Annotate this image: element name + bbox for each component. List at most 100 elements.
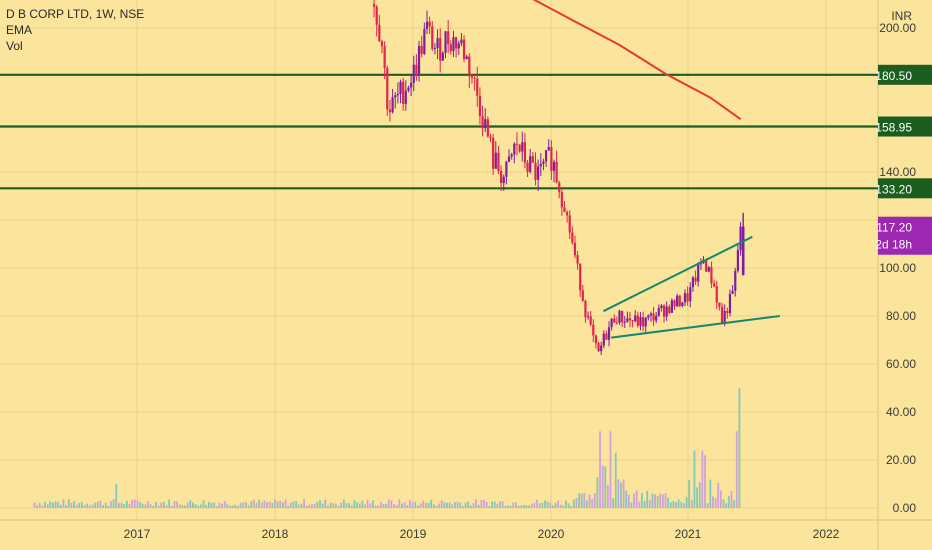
y-tick-label: 60.00 — [886, 357, 916, 371]
volume-bar — [334, 503, 337, 508]
candle-body — [734, 270, 737, 291]
candle-body — [505, 161, 508, 177]
volume-bar — [672, 500, 675, 508]
volume-bar — [651, 493, 654, 508]
volume-bar — [128, 504, 131, 508]
candle-body — [499, 171, 503, 184]
volume-bar — [274, 499, 276, 508]
level-price-tag-label: 158.95 — [875, 121, 912, 135]
volume-bar — [504, 505, 507, 508]
candle-body — [542, 161, 545, 164]
volume-bar — [406, 505, 409, 508]
volume-bar — [194, 504, 197, 508]
candle-body — [383, 46, 386, 68]
candle-body — [539, 163, 542, 167]
volume-bar — [609, 431, 612, 508]
candle-body — [420, 45, 423, 54]
volume-tick-label: 0.00 — [893, 501, 917, 515]
level-price-tag — [878, 178, 932, 199]
volume-bar — [218, 502, 221, 508]
volume-bar — [49, 501, 52, 508]
candle-body — [641, 317, 645, 327]
volume-bar — [530, 503, 533, 508]
volume-tick-label: 20.00 — [886, 453, 916, 467]
volume-bar — [81, 502, 83, 508]
volume-bar — [704, 455, 706, 508]
candle-body — [565, 211, 569, 216]
volume-bar — [717, 482, 720, 508]
candle-body — [655, 315, 658, 321]
volume-bar — [546, 501, 549, 508]
volume-bar — [580, 493, 583, 508]
volume-bar — [464, 502, 467, 508]
candle-body — [581, 290, 584, 301]
x-tick-label: 2021 — [675, 527, 702, 541]
candle-body — [447, 31, 450, 45]
ema-indicator-label[interactable]: EMA — [6, 23, 33, 37]
volume-bar — [102, 505, 104, 508]
volume-tick-label: 40.00 — [886, 405, 916, 419]
level-price-tag — [878, 116, 932, 137]
y-tick-label: 140.00 — [879, 165, 916, 179]
volume-bar — [207, 501, 210, 508]
volume-bar — [186, 502, 189, 508]
candle-body — [415, 64, 418, 75]
volume-bar — [284, 499, 287, 508]
volume-bar — [385, 503, 388, 508]
volume-bar — [403, 502, 406, 508]
x-tick-label: 2019 — [400, 527, 427, 541]
volume-bar — [54, 501, 57, 508]
volume-bar — [358, 503, 361, 508]
volume-bar — [477, 504, 480, 508]
volume-bar — [271, 502, 274, 508]
volume-bar — [448, 502, 451, 508]
volume-bar — [643, 500, 646, 508]
volume-bar — [667, 497, 670, 508]
volume-bar — [509, 505, 512, 508]
volume-bar — [205, 504, 208, 508]
volume-bar — [70, 503, 73, 508]
candle-body — [647, 315, 650, 318]
candle-body — [468, 56, 471, 77]
candle-body — [476, 78, 479, 96]
candle-body — [639, 317, 642, 326]
candle-body — [444, 31, 447, 53]
volume-bar — [215, 506, 218, 508]
volume-indicator-label[interactable]: Vol — [6, 39, 23, 53]
candle-body — [452, 37, 455, 52]
candle-body — [552, 161, 556, 171]
candle-body — [673, 300, 676, 307]
candle-body — [686, 293, 689, 302]
candle-body — [605, 333, 608, 340]
volume-bar — [350, 505, 353, 508]
volume-bar — [160, 502, 163, 508]
volume-bar — [427, 502, 430, 508]
candle-body — [720, 306, 724, 323]
volume-bar — [181, 504, 184, 508]
volume-bar — [417, 505, 419, 508]
volume-bar — [722, 499, 725, 508]
candle-body — [388, 109, 392, 113]
symbol-title[interactable]: D B CORP LTD, 1W, NSE — [6, 7, 145, 21]
volume-bar — [62, 499, 65, 508]
volume-bar — [242, 502, 245, 508]
volume-bar — [648, 499, 651, 508]
candle-body — [644, 317, 647, 327]
volume-bar — [557, 500, 560, 508]
candle-body — [689, 287, 692, 302]
candle-body — [707, 267, 710, 272]
candle-body — [380, 41, 384, 47]
candle-body — [417, 45, 421, 75]
volume-bar — [565, 500, 567, 508]
volume-bar — [467, 501, 470, 508]
last-price-tag — [878, 216, 932, 255]
candle-body — [425, 21, 429, 30]
volume-bar — [139, 502, 141, 508]
volume-bar — [131, 499, 133, 508]
volume-bar — [525, 505, 528, 508]
volume-bar — [110, 501, 112, 508]
candle-body — [378, 24, 381, 42]
volume-bar — [685, 497, 688, 508]
